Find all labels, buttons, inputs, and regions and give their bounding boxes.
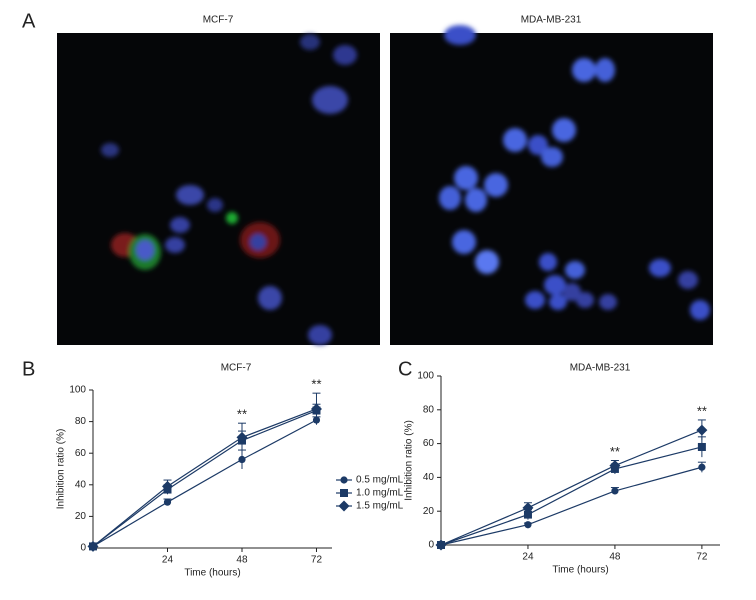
series-line [440, 446, 703, 546]
annotation: ** [610, 444, 620, 459]
legend-label: 1.5 mg/mL [356, 501, 404, 512]
x-tick-label: 24 [162, 555, 174, 566]
y-tick-label: 20 [423, 506, 435, 517]
x-tick-label: 72 [696, 552, 708, 563]
y-tick-label: 20 [75, 511, 87, 522]
marker [523, 510, 532, 519]
marker [611, 487, 619, 495]
marker [163, 498, 172, 506]
series-line [440, 466, 703, 546]
series-line [92, 408, 317, 547]
y-axis-label: Inhibition ratio (%) [404, 420, 415, 501]
y-tick-label: 80 [75, 416, 87, 427]
y-tick-label: 0 [428, 540, 434, 551]
y-tick-label: 0 [80, 543, 86, 554]
series-line [92, 419, 317, 547]
x-axis-label: Time (hours) [552, 565, 608, 576]
y-tick-label: 40 [423, 472, 435, 483]
chart-title: MDA-MB-231 [570, 363, 631, 374]
legend-label: 1.0 mg/mL [356, 488, 404, 499]
x-tick-label: 48 [609, 552, 621, 563]
marker [435, 539, 447, 551]
x-axis-label: Time (hours) [184, 568, 240, 579]
marker [522, 502, 534, 514]
annotation: ** [237, 407, 247, 422]
marker [310, 403, 322, 415]
marker [524, 521, 532, 529]
legend-label: 0.5 mg/mL [356, 475, 404, 486]
marker [238, 455, 246, 464]
y-tick-label: 60 [423, 438, 435, 449]
series-line [92, 409, 317, 547]
chart-title: MCF-7 [221, 363, 252, 374]
annotation: ** [697, 403, 707, 418]
marker [87, 540, 99, 552]
marker [340, 489, 348, 497]
marker [338, 500, 350, 512]
series-line [440, 429, 703, 546]
x-tick-label: 24 [522, 552, 534, 563]
y-tick-label: 60 [75, 448, 87, 459]
marker [161, 480, 173, 492]
y-tick-label: 80 [423, 404, 435, 415]
marker [236, 431, 248, 443]
marker [609, 460, 621, 472]
y-axis-label: Inhibition ratio (%) [56, 429, 67, 510]
y-tick-label: 100 [417, 371, 434, 382]
micrograph [57, 25, 713, 345]
image-title: MCF-7 [203, 15, 234, 26]
panel-label: B [22, 358, 35, 380]
marker [340, 476, 348, 484]
x-tick-label: 72 [311, 555, 323, 566]
marker [697, 442, 706, 451]
image-title: MDA-MB-231 [521, 15, 582, 26]
x-tick-label: 48 [236, 555, 248, 566]
panel-label: A [22, 10, 36, 32]
y-tick-label: 100 [69, 385, 86, 396]
marker [696, 424, 708, 436]
marker [698, 463, 706, 471]
panel-label: C [398, 358, 412, 380]
annotation: ** [311, 377, 321, 392]
y-tick-label: 40 [75, 479, 87, 490]
